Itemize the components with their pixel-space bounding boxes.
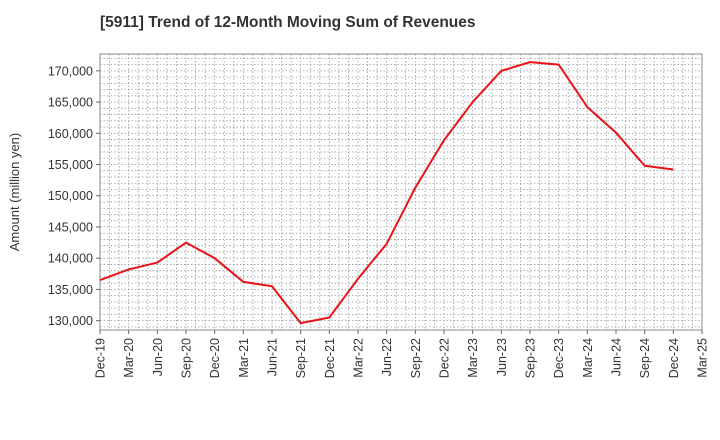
x-tick-label: Dec-21 <box>323 338 337 378</box>
x-axis: Dec-19 Mar-20 Jun-20 Sep-20 Dec-20 Mar-21 Jun-… <box>94 330 710 378</box>
y-tick-label: 135,000 <box>48 283 93 297</box>
x-tick-label: Sep-22 <box>409 338 423 378</box>
x-tick-label: Jun-24 <box>610 338 624 376</box>
y-tick-label: 155,000 <box>48 158 93 172</box>
grid-lines <box>100 54 702 330</box>
x-tick-label: Jun-21 <box>266 338 280 376</box>
y-tick-label: 150,000 <box>48 189 93 203</box>
y-tick-label: 165,000 <box>48 96 93 110</box>
x-tick-label: Jun-23 <box>495 338 509 376</box>
x-tick-label: Dec-23 <box>552 338 566 378</box>
x-tick-label: Mar-23 <box>466 338 480 378</box>
x-tick-label: Sep-24 <box>638 338 652 378</box>
x-tick-label: Jun-20 <box>151 338 165 376</box>
y-tick-label: 160,000 <box>48 127 93 141</box>
x-tick-label: Mar-24 <box>581 338 595 378</box>
x-tick-label: Dec-20 <box>208 338 222 378</box>
y-axis-label: Amount (million yen) <box>7 133 22 252</box>
x-tick-label: Mar-20 <box>122 338 136 378</box>
x-tick-label: Mar-22 <box>352 338 366 378</box>
x-tick-label: Mar-25 <box>696 338 710 378</box>
plot-frame <box>99 53 703 331</box>
x-tick-label: Mar-21 <box>237 338 251 378</box>
y-tick-label: 140,000 <box>48 252 93 266</box>
y-tick-label: 130,000 <box>48 314 93 328</box>
x-tick-label: Sep-20 <box>180 338 194 378</box>
x-tick-label: Jun-22 <box>380 338 394 376</box>
y-axis: 130,000 135,000 140,000 145,000 150,000 155,0… <box>48 64 100 328</box>
y-tick-label: 170,000 <box>48 64 93 78</box>
x-tick-label: Sep-21 <box>294 338 308 378</box>
x-tick-label: Dec-22 <box>438 338 452 378</box>
chart-title: [5911] Trend of 12-Month Moving Sum of R… <box>100 14 476 31</box>
x-tick-label: Dec-24 <box>667 338 681 378</box>
series-line <box>99 61 674 325</box>
x-tick-label: Sep-23 <box>524 338 538 378</box>
x-tick-label: Dec-19 <box>94 338 108 378</box>
y-tick-label: 145,000 <box>48 220 93 234</box>
